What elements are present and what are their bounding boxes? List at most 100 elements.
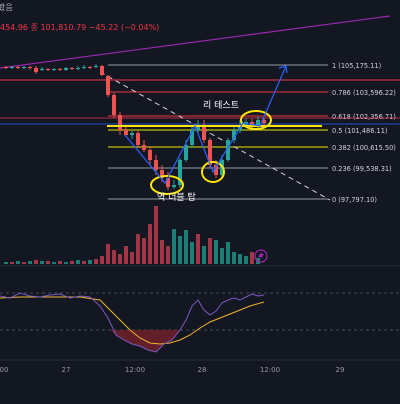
rsi-line bbox=[0, 292, 265, 353]
candle bbox=[130, 133, 134, 135]
volume-bar bbox=[154, 206, 158, 264]
dashed-trendline[interactable] bbox=[99, 71, 331, 201]
volume-bar bbox=[184, 230, 188, 264]
volume-bar bbox=[76, 260, 80, 264]
candle bbox=[34, 68, 38, 72]
candle bbox=[208, 140, 212, 165]
candle bbox=[166, 178, 170, 187]
candle bbox=[76, 68, 80, 69]
fib-label-4: 0.382 (100,615.50) bbox=[332, 144, 396, 152]
volume-bar bbox=[112, 250, 116, 264]
fib-label-0: 1 (105,175.11) bbox=[332, 62, 381, 70]
fib-label-2: 0.618 (102,356.71) bbox=[332, 113, 396, 121]
lightning-glyph bbox=[258, 251, 264, 261]
double-bottom-ellipse-left[interactable] bbox=[150, 175, 184, 195]
candle bbox=[10, 67, 14, 68]
candle bbox=[16, 67, 20, 68]
candle bbox=[52, 69, 56, 70]
volume-bar bbox=[166, 246, 170, 264]
volume-bar bbox=[214, 240, 218, 264]
volume-bar bbox=[226, 242, 230, 264]
volume-bar bbox=[82, 261, 86, 264]
candle bbox=[214, 165, 218, 175]
candle bbox=[142, 145, 146, 150]
volume-bar bbox=[94, 259, 98, 264]
candle bbox=[202, 125, 206, 140]
candle bbox=[232, 130, 236, 140]
volume-bar bbox=[88, 260, 92, 264]
candle bbox=[262, 120, 266, 123]
rsi-ma-line bbox=[0, 296, 265, 345]
volume-bar bbox=[100, 256, 104, 264]
time-axis-label: 12:00 bbox=[125, 366, 145, 374]
legend-bar: 봤음 454.96 종 101,810.79 −45.22 (−0.04%) bbox=[0, 0, 400, 32]
volume-bar bbox=[232, 252, 236, 264]
volume-bar bbox=[118, 254, 122, 264]
volume-bar bbox=[220, 248, 224, 264]
rsi-pane[interactable] bbox=[0, 292, 400, 353]
candle bbox=[100, 66, 104, 75]
candle bbox=[22, 67, 26, 68]
candle bbox=[106, 76, 110, 95]
volume-bar bbox=[190, 242, 194, 264]
volume-bar bbox=[28, 261, 32, 264]
volume-bar bbox=[136, 234, 140, 264]
volume-bar bbox=[106, 244, 110, 264]
candle bbox=[118, 115, 122, 130]
volume-bar bbox=[4, 262, 8, 264]
rsi-oversold-fill bbox=[110, 330, 186, 352]
projection-path[interactable] bbox=[124, 65, 287, 185]
candle bbox=[256, 120, 260, 126]
candle bbox=[112, 95, 116, 115]
lightning-icon[interactable] bbox=[254, 249, 268, 263]
volume-bar bbox=[172, 229, 176, 264]
volume-bar bbox=[160, 240, 164, 264]
candle bbox=[88, 67, 92, 68]
volume-bar bbox=[244, 256, 248, 264]
time-axis: 00 27 12:00 28 12:00 29 bbox=[0, 366, 344, 374]
candle bbox=[148, 150, 152, 160]
candle bbox=[154, 160, 158, 170]
volume-bar bbox=[22, 262, 26, 264]
volume-bar bbox=[16, 261, 20, 264]
fib-label-1: 0.786 (103,596.22) bbox=[332, 89, 396, 97]
volume-bar bbox=[64, 262, 68, 264]
volume-bar bbox=[208, 238, 212, 264]
candle bbox=[58, 69, 62, 70]
volume-bar bbox=[130, 252, 134, 264]
fib-retracement[interactable]: 1 (105,175.11) 0.786 (103,596.22) 0.618 (1… bbox=[0, 62, 400, 204]
volume-bar bbox=[250, 252, 254, 264]
volume-bar bbox=[202, 246, 206, 264]
volume-bar bbox=[40, 261, 44, 264]
symbol-title-fragment: 봤음 bbox=[0, 3, 13, 12]
candle bbox=[184, 145, 188, 160]
retest-label: 리 테스트 bbox=[203, 100, 239, 111]
double-bottom-ellipse-right[interactable] bbox=[201, 161, 225, 183]
arrow-head-icon bbox=[278, 65, 288, 74]
volume-bar bbox=[124, 246, 128, 264]
volume-bar bbox=[148, 224, 152, 264]
volume-bar bbox=[238, 254, 242, 264]
volume-bar bbox=[10, 262, 14, 264]
purple-trendline[interactable] bbox=[0, 15, 391, 69]
volume-bar bbox=[58, 261, 62, 264]
fib-label-3: 0.5 (101,486.11) bbox=[332, 127, 387, 135]
time-axis-label: 00 bbox=[0, 366, 8, 374]
volume-bar bbox=[196, 234, 200, 264]
candle bbox=[226, 140, 230, 160]
candle bbox=[94, 66, 98, 67]
fib-label-5: 0.236 (99,538.31) bbox=[332, 165, 392, 173]
candle bbox=[28, 67, 32, 68]
retest-ellipse[interactable] bbox=[240, 110, 272, 130]
ohlc-readout: 454.96 종 101,810.79 −45.22 (−0.04%) bbox=[0, 23, 160, 32]
candle bbox=[160, 170, 164, 178]
time-axis-label: 12:00 bbox=[260, 366, 280, 374]
volume-bar bbox=[70, 261, 74, 264]
candlestick-series bbox=[4, 64, 266, 190]
time-axis-label: 28 bbox=[198, 366, 207, 374]
time-axis-label: 27 bbox=[62, 366, 71, 374]
candle bbox=[64, 68, 68, 70]
volume-bar bbox=[142, 238, 146, 264]
